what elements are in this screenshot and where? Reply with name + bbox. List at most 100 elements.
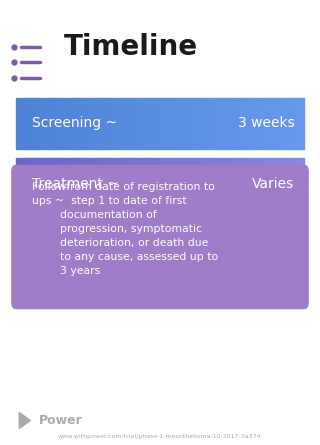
Text: Timeline: Timeline bbox=[64, 33, 198, 61]
Bar bbox=[122, 98, 127, 149]
Bar bbox=[294, 158, 300, 209]
Bar bbox=[136, 158, 141, 209]
Bar bbox=[237, 158, 242, 209]
Bar bbox=[189, 98, 194, 149]
Bar bbox=[117, 98, 122, 149]
Bar bbox=[146, 98, 151, 149]
Bar bbox=[35, 158, 40, 209]
Text: Followfrom date of registration to
ups ~  step 1 to date of first
        docume: Followfrom date of registration to ups ~… bbox=[32, 182, 218, 276]
Bar bbox=[275, 98, 280, 149]
Bar bbox=[30, 158, 36, 209]
Bar bbox=[83, 158, 88, 209]
Bar bbox=[237, 98, 242, 149]
Bar bbox=[189, 158, 194, 209]
Bar bbox=[299, 158, 304, 209]
Bar bbox=[198, 98, 204, 149]
Bar bbox=[218, 158, 223, 209]
Bar bbox=[170, 158, 175, 209]
Bar bbox=[294, 98, 300, 149]
Bar bbox=[45, 98, 50, 149]
Bar bbox=[261, 158, 266, 209]
Bar bbox=[179, 158, 184, 209]
Bar bbox=[98, 158, 103, 209]
Bar bbox=[280, 98, 285, 149]
Bar bbox=[146, 158, 151, 209]
Bar bbox=[64, 98, 69, 149]
Bar bbox=[78, 158, 84, 209]
Bar bbox=[78, 98, 84, 149]
Bar bbox=[155, 98, 160, 149]
Bar bbox=[266, 158, 271, 209]
Bar bbox=[88, 158, 93, 209]
Bar bbox=[30, 98, 36, 149]
Bar bbox=[227, 158, 232, 209]
Bar bbox=[107, 158, 112, 209]
Bar bbox=[208, 158, 213, 209]
Bar bbox=[102, 158, 108, 209]
Polygon shape bbox=[19, 413, 30, 429]
Bar bbox=[285, 98, 290, 149]
Bar bbox=[194, 98, 199, 149]
Bar bbox=[165, 158, 170, 209]
Bar bbox=[160, 98, 165, 149]
Bar bbox=[131, 158, 136, 209]
Bar bbox=[280, 158, 285, 209]
Bar bbox=[93, 158, 98, 209]
Bar bbox=[98, 98, 103, 149]
Bar bbox=[232, 98, 237, 149]
Bar bbox=[21, 98, 26, 149]
Bar bbox=[270, 158, 276, 209]
Bar bbox=[256, 158, 261, 209]
Bar bbox=[117, 158, 122, 209]
Text: Varies: Varies bbox=[252, 177, 294, 190]
Bar bbox=[88, 98, 93, 149]
FancyBboxPatch shape bbox=[11, 165, 309, 309]
Bar bbox=[251, 158, 256, 209]
Bar bbox=[141, 158, 146, 209]
Bar bbox=[26, 158, 31, 209]
Bar bbox=[150, 158, 156, 209]
Bar bbox=[35, 98, 40, 149]
Bar bbox=[213, 98, 218, 149]
Bar bbox=[242, 158, 247, 209]
Bar bbox=[222, 158, 228, 209]
Bar bbox=[69, 98, 74, 149]
Bar bbox=[16, 98, 21, 149]
Text: www.withpower.com/trial/phase-1-mesothelioma-10-2017-3a374: www.withpower.com/trial/phase-1-mesothel… bbox=[58, 434, 262, 440]
Bar bbox=[107, 98, 112, 149]
Bar bbox=[141, 98, 146, 149]
Bar bbox=[59, 98, 64, 149]
Bar bbox=[184, 158, 189, 209]
Bar bbox=[40, 98, 45, 149]
Bar bbox=[26, 98, 31, 149]
Bar bbox=[74, 98, 79, 149]
Bar bbox=[150, 98, 156, 149]
Bar bbox=[59, 158, 64, 209]
Bar bbox=[290, 98, 295, 149]
Bar bbox=[213, 158, 218, 209]
Bar bbox=[93, 98, 98, 149]
Bar bbox=[251, 98, 256, 149]
Bar bbox=[179, 98, 184, 149]
Bar bbox=[170, 98, 175, 149]
Bar bbox=[50, 98, 55, 149]
Bar bbox=[261, 98, 266, 149]
Text: 3 weeks: 3 weeks bbox=[238, 117, 294, 130]
Bar bbox=[160, 158, 165, 209]
Bar bbox=[174, 158, 180, 209]
Bar bbox=[275, 158, 280, 209]
Bar bbox=[198, 158, 204, 209]
Bar bbox=[21, 158, 26, 209]
Bar bbox=[203, 98, 208, 149]
Bar bbox=[165, 98, 170, 149]
Bar bbox=[102, 98, 108, 149]
Bar bbox=[131, 98, 136, 149]
Bar bbox=[256, 98, 261, 149]
Bar bbox=[74, 158, 79, 209]
Bar bbox=[122, 158, 127, 209]
Bar bbox=[266, 98, 271, 149]
Bar bbox=[218, 98, 223, 149]
Bar bbox=[270, 98, 276, 149]
Bar bbox=[112, 158, 117, 209]
Bar bbox=[242, 98, 247, 149]
